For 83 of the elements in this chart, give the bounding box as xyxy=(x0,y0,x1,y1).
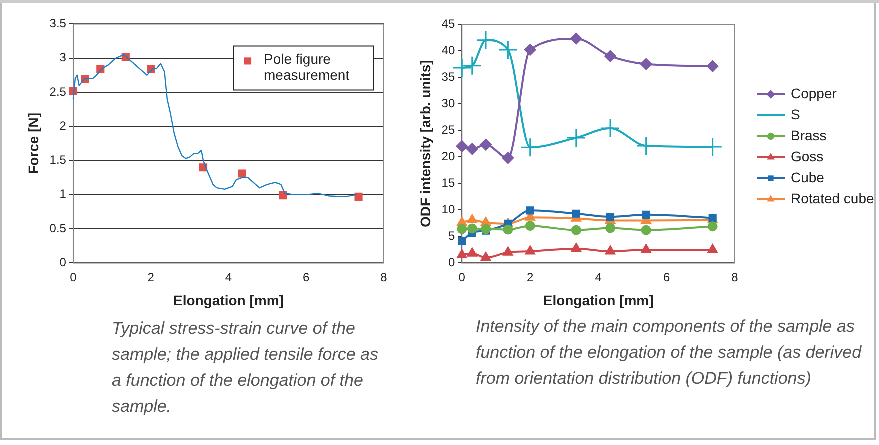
y-tick-label: 3 xyxy=(60,50,67,65)
y-tick-label: 20 xyxy=(442,149,456,164)
x-axis-title: Elongation [mm] xyxy=(174,292,284,308)
point xyxy=(642,210,650,219)
y-tick-label: 40 xyxy=(442,43,456,58)
point xyxy=(467,214,478,224)
point xyxy=(566,128,586,148)
y-axis-title: ODF intensity [arb. units] xyxy=(417,60,434,228)
point xyxy=(524,44,536,56)
point xyxy=(641,225,652,236)
point xyxy=(641,244,652,254)
point xyxy=(498,40,518,60)
point xyxy=(480,138,492,151)
point xyxy=(238,170,246,178)
legend-label: Rotated cube xyxy=(791,190,874,206)
point xyxy=(502,152,514,164)
point xyxy=(502,246,514,256)
x-tick-label: 0 xyxy=(70,270,78,285)
x-tick-label: 6 xyxy=(663,270,670,285)
y-axis-title: Force [N] xyxy=(25,112,42,174)
point xyxy=(466,143,478,156)
x-tick-label: 6 xyxy=(303,270,310,285)
point xyxy=(570,32,582,45)
point xyxy=(606,223,616,234)
point xyxy=(525,246,536,255)
x-tick-label: 2 xyxy=(148,270,155,285)
y-tick-label: 25 xyxy=(442,122,456,137)
point xyxy=(706,60,719,72)
point xyxy=(456,140,468,152)
y-tick-label: 30 xyxy=(442,96,456,110)
y-tick-label: 1.5 xyxy=(50,153,67,168)
x-axis-title: Elongation [mm] xyxy=(543,292,654,308)
y-tick-label: 0.5 xyxy=(50,221,67,236)
point xyxy=(604,50,617,62)
point xyxy=(636,136,656,156)
point xyxy=(279,192,288,200)
point xyxy=(458,237,466,246)
y-tick-label: 1 xyxy=(60,187,67,202)
point xyxy=(520,138,540,158)
x-tick-label: 0 xyxy=(458,270,466,285)
legend-label: S xyxy=(791,106,800,122)
point xyxy=(457,224,468,234)
point xyxy=(606,213,615,222)
point xyxy=(480,252,492,262)
y-tick-label: 3.5 xyxy=(50,16,67,31)
y-tick-label: 2 xyxy=(60,118,67,133)
point xyxy=(481,224,492,234)
legend-label: Copper xyxy=(791,85,838,102)
point xyxy=(571,225,582,236)
y-tick-label: 15 xyxy=(442,176,456,190)
x-tick-label: 8 xyxy=(380,270,388,285)
point xyxy=(526,206,534,215)
point xyxy=(467,248,478,257)
y-tick-label: 10 xyxy=(442,202,456,216)
x-tick-label: 4 xyxy=(225,270,232,285)
point xyxy=(456,249,468,258)
y-tick-label: 0 xyxy=(60,256,67,270)
x-tick-label: 4 xyxy=(595,270,602,285)
point xyxy=(708,244,718,254)
text: Intensity of the main components of the sample as function of the elongation of the sample (as derived from orientation distribution (ODF) functions) xyxy=(476,316,863,390)
x-tick-label: 2 xyxy=(527,270,534,285)
legend-label: Pole figure measurement xyxy=(264,51,350,84)
point xyxy=(708,222,718,232)
point xyxy=(572,210,580,218)
point xyxy=(571,242,582,252)
point xyxy=(525,221,536,232)
point xyxy=(503,224,514,235)
legend-label: Brass xyxy=(791,127,827,144)
point xyxy=(467,224,478,234)
y-tick-label: 0 xyxy=(448,256,456,270)
point xyxy=(605,246,616,255)
legend-label: Cube xyxy=(791,169,825,186)
point xyxy=(354,192,363,201)
y-tick-label: 35 xyxy=(442,70,456,84)
y-tick-label: 2.5 xyxy=(50,84,67,99)
y-tick-label: 45 xyxy=(442,16,456,31)
point xyxy=(476,30,496,50)
x-tick-label: 8 xyxy=(732,270,739,285)
legend-label: Goss xyxy=(791,148,824,164)
point xyxy=(640,58,652,70)
y-tick-label: 5 xyxy=(448,228,456,243)
point xyxy=(600,118,620,138)
text: Typical stress-strain curve of the sample; the applied tensile force as a function of the elongation of the sample. xyxy=(112,318,380,418)
